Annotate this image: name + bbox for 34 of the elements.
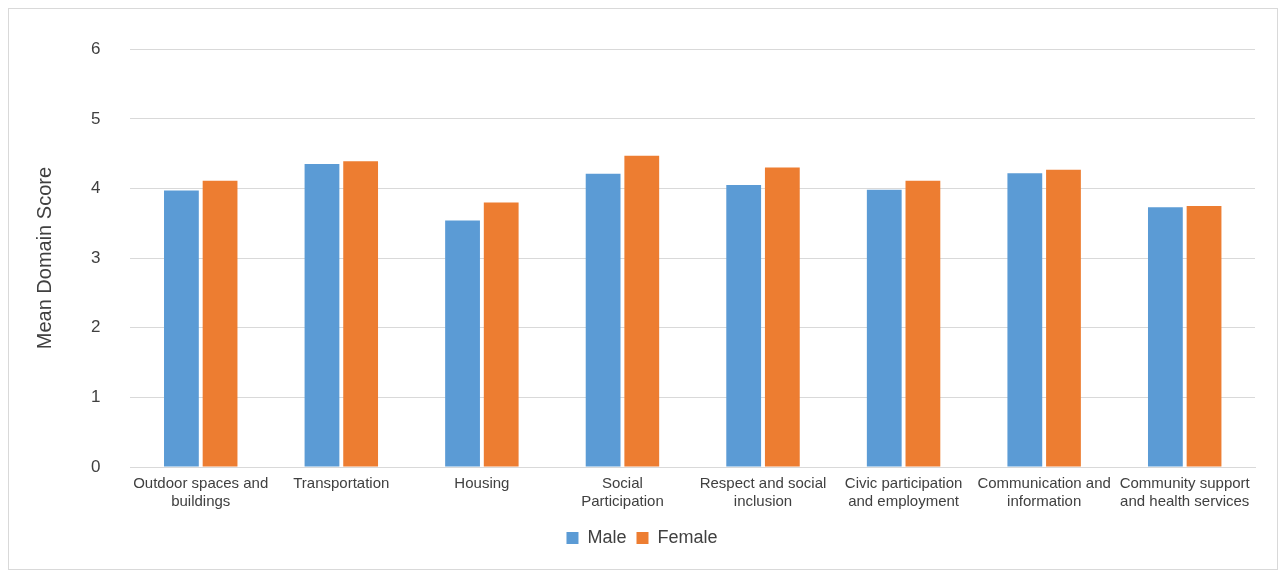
bar	[1046, 169, 1081, 467]
x-tick-label: Outdoor spaces and buildings	[133, 474, 269, 510]
bar	[445, 220, 480, 467]
y-tick-label: 2	[90, 317, 101, 337]
bar	[764, 167, 800, 467]
y-tick-label: 5	[90, 108, 101, 128]
legend-label: Male	[587, 526, 627, 547]
y-tick-label: 6	[90, 38, 101, 58]
y-axis-title: Mean Domain Score	[32, 166, 55, 350]
y-tick-label: 4	[90, 178, 101, 198]
y-tick-label: 0	[90, 456, 101, 476]
bar	[624, 155, 660, 467]
bar	[585, 173, 621, 467]
x-tick-label: Communication and information	[977, 474, 1111, 510]
bar	[726, 184, 762, 467]
bar	[483, 202, 519, 467]
bar	[202, 180, 238, 467]
legend-label: Female	[657, 526, 718, 547]
bar	[866, 189, 902, 467]
x-tick-label: Social Participation	[581, 474, 664, 510]
x-tick-label: Respect and social inclusion	[699, 474, 827, 510]
x-tick-label: Civic participation and employment	[844, 474, 963, 510]
x-tick-label: Transportation	[293, 474, 390, 492]
bar	[905, 180, 941, 467]
x-tick-label: Housing	[454, 474, 510, 492]
y-tick-label: 3	[90, 247, 101, 267]
bar	[304, 164, 340, 467]
bar	[1147, 207, 1183, 467]
y-tick-label: 1	[90, 387, 101, 407]
x-tick-label: Community support and health services	[1119, 474, 1251, 510]
bar	[343, 161, 379, 467]
bar	[1007, 173, 1043, 467]
bar	[164, 190, 199, 467]
bar	[1186, 205, 1222, 467]
